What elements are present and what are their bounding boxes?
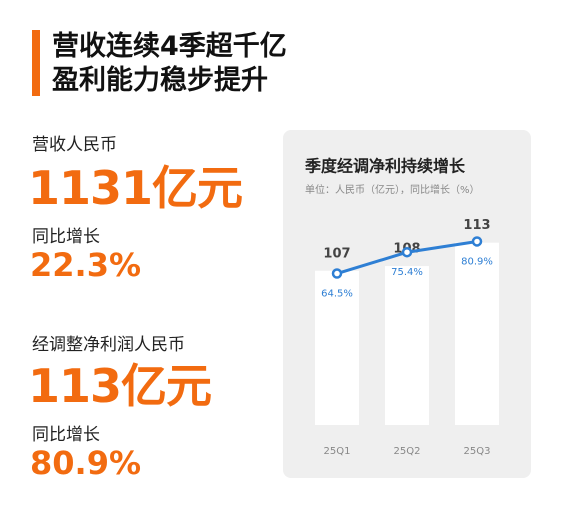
line-label: 80.9% xyxy=(461,256,493,267)
bar xyxy=(385,266,429,425)
bar xyxy=(315,270,359,425)
x-tick-label: 25Q2 xyxy=(394,446,421,457)
line-label: 75.4% xyxy=(391,267,423,278)
line-point xyxy=(331,268,343,279)
growth-label: 同比增长 xyxy=(32,227,100,247)
growth-label: 同比增长 xyxy=(32,425,100,445)
stat-label: 营收人民币 xyxy=(32,135,117,155)
stat-value: 1131亿元 xyxy=(28,161,243,215)
accent-bar xyxy=(32,30,40,96)
title-line: 营收连续4季超千亿 xyxy=(52,31,287,62)
title-line: 盈利能力稳步提升 xyxy=(52,65,268,96)
growth-value: 80.9% xyxy=(30,444,142,482)
chart-title: 季度经调净利持续增长 xyxy=(304,157,466,176)
stat-value: 113亿元 xyxy=(28,359,212,413)
line-point xyxy=(471,236,483,247)
bar-label: 107 xyxy=(323,246,350,261)
growth-value: 22.3% xyxy=(30,246,142,284)
line-label: 64.5% xyxy=(321,289,353,300)
x-tick-label: 25Q3 xyxy=(464,446,491,457)
x-tick-label: 25Q1 xyxy=(324,446,351,457)
bar xyxy=(455,242,499,425)
line-point xyxy=(401,246,413,258)
bar-label: 113 xyxy=(463,218,490,233)
chart-subtitle: 单位：人民币（亿元），同比增长（%） xyxy=(305,183,480,196)
stat-label: 经调整净利润人民币 xyxy=(32,335,185,355)
chart-card: 季度经调净利持续增长 单位：人民币（亿元），同比增长（%） 25Q1 25Q2 25… xyxy=(283,130,531,478)
